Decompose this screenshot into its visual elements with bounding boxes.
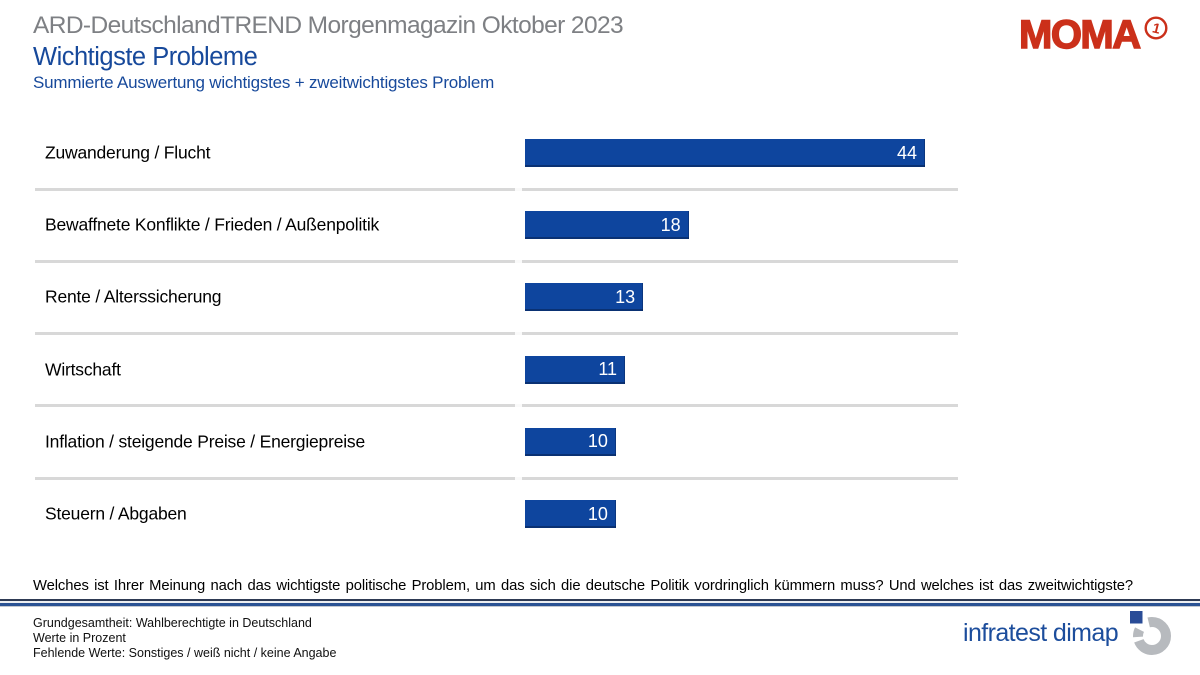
bar-track: 18 (525, 211, 965, 240)
bar: 13 (525, 283, 644, 312)
source-logo: infratest dimap (0, 610, 1173, 661)
chart-row: Wirtschaft 11 (0, 334, 1200, 406)
infratest-dimap-icon (1127, 610, 1173, 661)
category-label: Inflation / steigende Preise / Energiepr… (45, 431, 366, 452)
chart-row: Zuwanderung / Flucht 44 (0, 117, 1200, 189)
footnote-unit: Werte in Prozent (33, 630, 126, 645)
category-label: Wirtschaft (45, 359, 121, 380)
category-label: Rente / Alterssicherung (45, 286, 222, 307)
category-label: Zuwanderung / Flucht (45, 142, 211, 163)
bar-value-label: 10 (587, 503, 608, 524)
bar-track: 11 (525, 355, 965, 384)
bar-value-label: 10 (587, 431, 608, 452)
row-separator (35, 332, 958, 336)
moma-wordmark: MOMA (1018, 12, 1142, 57)
row-separator (35, 404, 958, 408)
source-label: infratest dimap (963, 619, 1119, 647)
bar: 11 (525, 355, 625, 384)
moma-logo: MOMA 1 (1018, 12, 1169, 58)
chart-row: Bewaffnete Konflikte / Frieden / Außenpo… (0, 189, 1200, 261)
category-label: Bewaffnete Konflikte / Frieden / Außenpo… (45, 214, 380, 235)
page-subtitle: Summierte Auswertung wichtigstes + zweit… (33, 73, 495, 92)
chart-row: Steuern / Abgaben 10 (0, 478, 1200, 550)
bar-track: 44 (525, 139, 965, 168)
bar: 18 (525, 211, 689, 240)
footnote-population: Grundgesamtheit: Wahlberechtigte in Deut… (33, 616, 312, 630)
bar-track: 10 (525, 500, 965, 529)
bar: 10 (525, 500, 616, 529)
page-title: Wichtigste Probleme (33, 43, 258, 71)
svg-text:1: 1 (1150, 19, 1162, 36)
row-separator (35, 259, 958, 263)
bar-track: 13 (525, 283, 965, 312)
chart-row: Inflation / steigende Preise / Energiepr… (0, 406, 1200, 478)
bar: 10 (525, 427, 616, 456)
chart-row: Rente / Alterssicherung 13 (0, 261, 1200, 333)
divider-band (0, 599, 1200, 607)
bar-chart: Zuwanderung / Flucht 44 Bewaffnete Konflik… (0, 117, 1200, 551)
ard-one-icon: 1 (1143, 15, 1169, 46)
bar-value-label: 11 (598, 359, 617, 380)
survey-question: Welches ist Ihrer Meinung nach das wicht… (33, 578, 1133, 594)
row-separator (35, 187, 958, 191)
footnote-missing: Fehlende Werte: Sonstiges / weiß nicht /… (33, 645, 337, 660)
bar-value-label: 18 (660, 214, 681, 235)
footnotes: Grundgesamtheit: Wahlberechtigte in Deut… (33, 616, 336, 660)
bar: 44 (525, 139, 925, 168)
bar-value-label: 13 (615, 286, 636, 307)
category-label: Steuern / Abgaben (45, 503, 187, 524)
bar-track: 10 (525, 427, 965, 456)
bar-value-label: 44 (896, 142, 917, 163)
kicker: ARD-DeutschlandTREND Morgenmagazin Oktob… (33, 12, 624, 39)
row-separator (35, 476, 958, 480)
